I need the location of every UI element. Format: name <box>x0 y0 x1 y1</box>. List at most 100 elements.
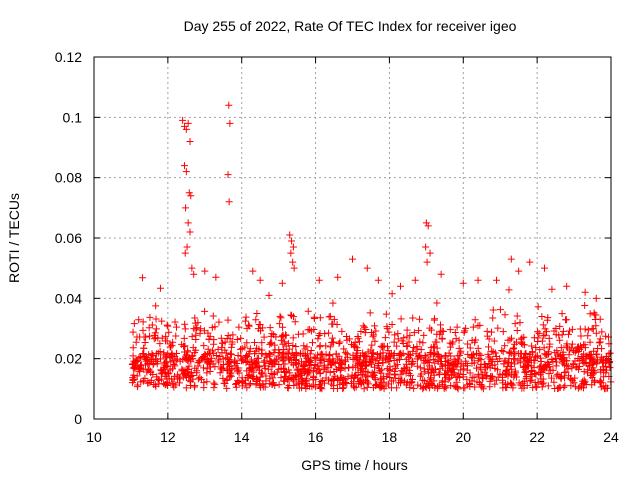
data-point <box>501 342 509 350</box>
data-point <box>158 317 166 325</box>
data-point <box>278 333 286 341</box>
data-point <box>501 311 509 319</box>
data-point <box>270 349 278 357</box>
data-point <box>579 377 587 385</box>
data-point <box>336 358 344 366</box>
data-point <box>329 355 337 363</box>
data-point <box>533 328 541 336</box>
data-point <box>430 371 438 379</box>
data-point <box>146 332 154 340</box>
data-point <box>129 328 137 336</box>
data-point <box>572 383 580 391</box>
data-point <box>136 333 144 341</box>
data-point <box>410 384 418 392</box>
data-point <box>455 344 463 352</box>
data-point <box>356 358 364 366</box>
data-point <box>192 335 200 343</box>
y-tick-label: 0 <box>74 411 82 427</box>
data-point <box>452 383 460 391</box>
data-point <box>370 374 378 382</box>
data-point <box>172 357 180 365</box>
data-point <box>247 356 255 364</box>
data-point <box>201 307 209 315</box>
data-point <box>224 316 232 324</box>
data-point <box>413 343 421 351</box>
y-tick-label: 0.02 <box>55 351 82 367</box>
data-point <box>385 358 393 366</box>
x-tick-label: 14 <box>234 429 250 445</box>
data-point <box>431 359 439 367</box>
data-point <box>416 364 424 372</box>
data-point <box>369 349 377 357</box>
data-point <box>534 303 542 311</box>
data-point <box>493 276 501 284</box>
data-point <box>445 349 453 357</box>
data-point <box>242 352 250 360</box>
data-point <box>245 321 253 329</box>
data-point <box>338 327 346 335</box>
data-point <box>250 368 258 376</box>
y-tick-label: 0.04 <box>55 290 82 306</box>
data-point <box>534 379 542 387</box>
data-point <box>337 374 345 382</box>
data-point <box>226 119 234 127</box>
data-point <box>446 326 454 334</box>
data-point <box>357 365 365 373</box>
data-point <box>380 342 388 350</box>
y-tick-label: 0.06 <box>55 230 82 246</box>
data-point <box>388 321 396 329</box>
data-point <box>459 279 467 287</box>
data-point <box>181 371 189 379</box>
data-point <box>364 372 372 380</box>
data-point <box>433 344 441 352</box>
data-point <box>536 346 544 354</box>
data-point <box>474 344 482 352</box>
data-point <box>545 370 553 378</box>
data-point <box>601 385 609 393</box>
data-point <box>520 354 528 362</box>
data-point <box>281 360 289 368</box>
data-point <box>434 383 442 391</box>
data-point <box>301 345 309 353</box>
data-point <box>368 353 376 361</box>
data-point <box>289 334 297 342</box>
data-point <box>492 376 500 384</box>
data-point <box>541 331 549 339</box>
data-point <box>355 338 363 346</box>
data-point <box>293 366 301 374</box>
data-point <box>268 330 276 338</box>
data-point <box>371 322 379 330</box>
data-point <box>384 380 392 388</box>
data-point <box>152 325 160 333</box>
data-point <box>238 357 246 365</box>
data-point <box>572 346 580 354</box>
data-point <box>383 365 391 373</box>
data-point <box>129 352 137 360</box>
data-point <box>470 359 478 367</box>
data-point <box>479 375 487 383</box>
data-point <box>437 354 445 362</box>
data-point <box>289 243 297 251</box>
data-point <box>453 378 461 386</box>
data-point <box>310 326 318 334</box>
data-point <box>243 358 251 366</box>
data-point <box>227 351 235 359</box>
data-point <box>504 336 512 344</box>
data-point <box>302 377 310 385</box>
data-point <box>189 355 197 363</box>
data-point <box>378 343 386 351</box>
data-point <box>514 357 522 365</box>
data-point <box>211 380 219 388</box>
data-point <box>397 315 405 323</box>
data-point <box>513 327 521 335</box>
data-point <box>385 328 393 336</box>
data-point <box>469 323 477 331</box>
data-point <box>260 333 268 341</box>
data-point <box>508 334 516 342</box>
data-point <box>541 325 549 333</box>
data-point <box>241 317 249 325</box>
data-point <box>560 369 568 377</box>
data-point <box>478 370 486 378</box>
data-point <box>342 358 350 366</box>
data-point <box>135 316 143 324</box>
